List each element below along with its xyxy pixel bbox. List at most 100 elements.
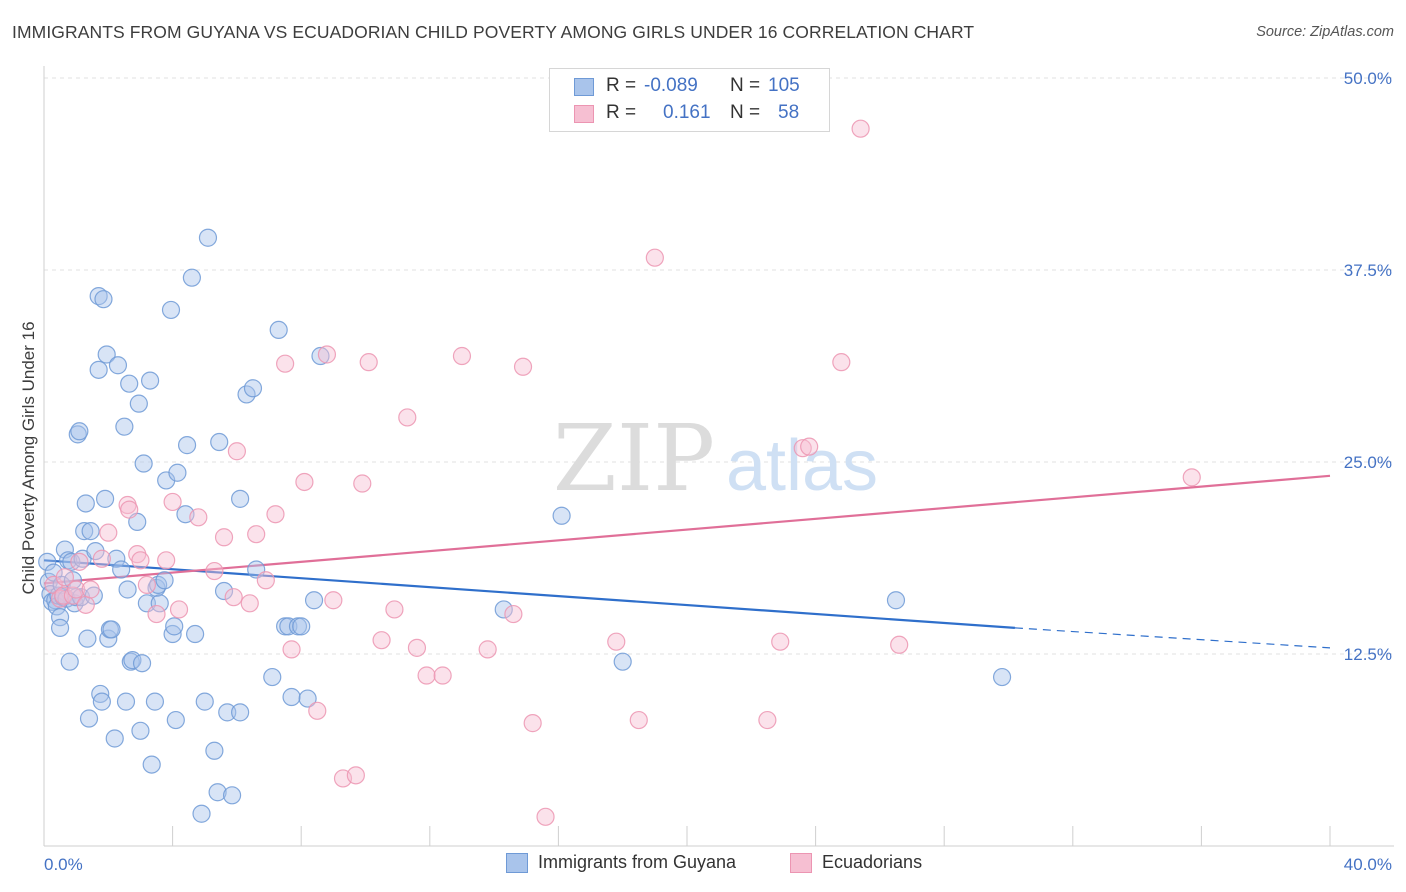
trend-line-guyana-extension	[1014, 627, 1331, 649]
axes	[43, 66, 1394, 847]
point-guyana	[222, 786, 242, 805]
point-ecuadorians	[372, 631, 391, 650]
point-guyana	[94, 290, 113, 309]
point-guyana	[60, 652, 79, 671]
point-ecuadorians	[137, 575, 156, 594]
point-guyana	[208, 783, 227, 802]
r-label: R =	[606, 75, 637, 96]
point-guyana	[218, 703, 237, 722]
x-tick-label: 0.0%	[44, 855, 83, 874]
point-ecuadorians	[67, 580, 86, 599]
point-ecuadorians	[317, 345, 337, 364]
point-guyana	[76, 494, 95, 513]
tick-labels: 12.5% 25.0% 37.5% 50.0% 0.0% 40.0%	[44, 69, 1392, 874]
point-ecuadorians	[359, 353, 378, 372]
point-ecuadorians	[282, 640, 301, 659]
point-guyana	[161, 300, 181, 320]
point-guyana	[205, 741, 224, 760]
point-ecuadorians	[353, 474, 372, 493]
point-ecuadorians	[92, 549, 111, 568]
point-ecuadorians	[417, 666, 436, 685]
point-guyana	[89, 287, 108, 306]
point-guyana	[163, 624, 182, 644]
point-guyana	[231, 489, 250, 508]
legend-label-ecuadorians: Ecuadorians	[822, 852, 923, 872]
point-guyana	[142, 755, 161, 774]
point-guyana	[75, 522, 94, 541]
point-ecuadorians	[385, 600, 404, 619]
point-ecuadorians	[607, 632, 626, 651]
point-guyana	[131, 721, 150, 740]
point-guyana	[231, 703, 250, 722]
trend-line-ecuadorians	[43, 474, 1331, 585]
point-ecuadorians	[851, 119, 870, 138]
point-ecuadorians	[147, 604, 166, 624]
point-guyana	[118, 580, 137, 599]
point-ecuadorians	[504, 604, 523, 624]
r-value: -0.089	[644, 75, 698, 96]
n-label: N =	[730, 102, 761, 123]
point-guyana	[150, 594, 169, 613]
point-ecuadorians	[523, 714, 542, 733]
point-ecuadorians	[308, 701, 327, 720]
point-ecuadorians	[536, 807, 555, 826]
stats-legend: R = -0.089 N = 105 R = 0.161 N = 58	[549, 68, 830, 132]
chart-title: IMMIGRANTS FROM GUYANA VS ECUADORIAN CHI…	[12, 22, 975, 42]
legend-swatch-ecuadorians	[790, 853, 812, 873]
point-guyana	[95, 489, 115, 508]
point-ecuadorians	[800, 437, 819, 456]
point-guyana	[192, 804, 211, 823]
point-guyana	[89, 360, 108, 379]
point-guyana	[145, 692, 165, 711]
n-label: N =	[730, 75, 761, 96]
point-ecuadorians	[240, 594, 259, 613]
point-ecuadorians	[1182, 468, 1201, 487]
point-ecuadorians	[793, 439, 812, 458]
r-label: R =	[606, 102, 637, 123]
point-guyana	[494, 600, 513, 619]
point-ecuadorians	[247, 525, 266, 544]
point-ecuadorians	[266, 505, 285, 524]
point-guyana	[68, 425, 87, 444]
point-guyana	[132, 654, 152, 673]
point-guyana	[79, 709, 99, 728]
point-guyana	[166, 710, 185, 730]
point-guyana	[177, 436, 197, 455]
point-guyana	[243, 379, 263, 398]
point-guyana	[304, 591, 324, 610]
point-guyana	[97, 345, 116, 364]
n-value: 105	[768, 75, 800, 96]
point-ecuadorians	[214, 528, 234, 547]
point-ecuadorians	[55, 568, 74, 587]
point-guyana	[210, 432, 229, 452]
watermark-atlas: atlas	[726, 426, 878, 506]
point-ecuadorians	[256, 571, 275, 590]
legend-swatch-ecuadorians	[574, 105, 594, 123]
point-guyana	[195, 692, 214, 711]
point-ecuadorians	[407, 638, 427, 657]
n-value: 58	[778, 102, 800, 123]
point-guyana	[140, 371, 160, 390]
point-guyana	[182, 268, 201, 287]
point-guyana	[992, 667, 1012, 687]
y-tick-label: 37.5%	[1344, 261, 1392, 280]
point-guyana	[129, 394, 148, 413]
point-guyana	[92, 692, 111, 711]
point-guyana	[282, 687, 301, 707]
point-guyana	[50, 608, 70, 627]
point-guyana	[198, 228, 218, 247]
point-guyana	[613, 652, 632, 671]
point-ecuadorians	[832, 353, 851, 372]
x-tick-label: 40.0%	[1344, 855, 1392, 874]
point-ecuadorians	[346, 766, 365, 785]
legend-swatch-guyana	[574, 78, 594, 96]
point-ecuadorians	[81, 580, 100, 599]
point-ecuadorians	[120, 500, 139, 519]
point-ecuadorians	[433, 666, 452, 685]
point-guyana	[112, 560, 131, 579]
point-ecuadorians	[452, 346, 472, 366]
point-guyana	[298, 689, 317, 708]
point-ecuadorians	[205, 561, 224, 581]
data-points	[38, 119, 1201, 826]
point-guyana	[186, 624, 205, 644]
